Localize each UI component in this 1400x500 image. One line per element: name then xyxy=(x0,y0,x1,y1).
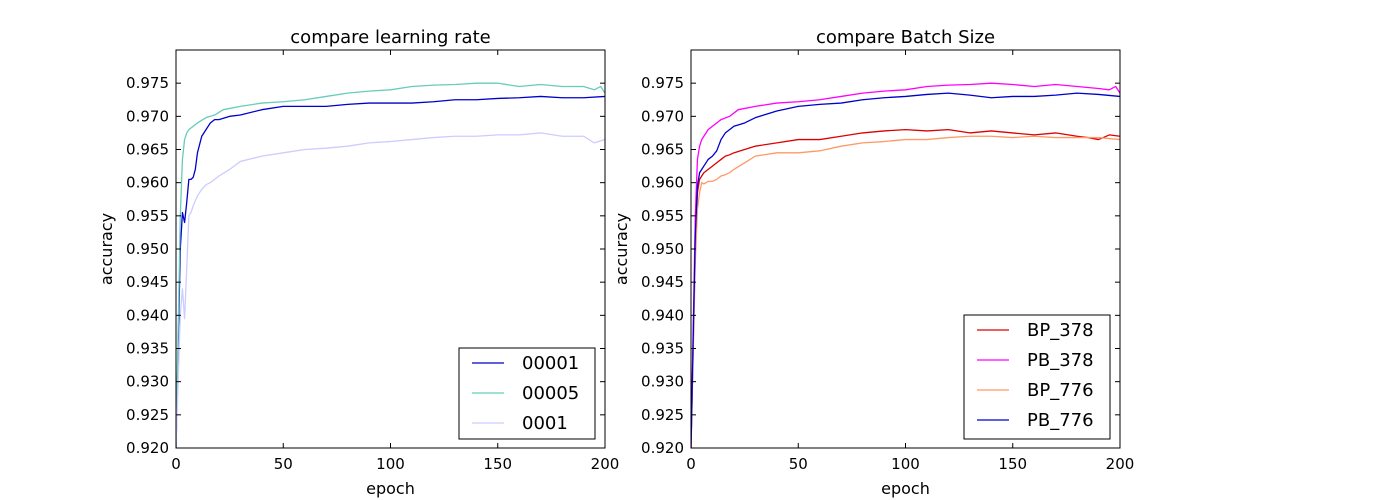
y-tick-label: 0.950 xyxy=(126,240,169,258)
x-tick-label: 100 xyxy=(376,455,405,473)
y-tick-label: 0.920 xyxy=(126,439,169,457)
y-tick-label: 0.920 xyxy=(641,439,684,457)
y-tick-label: 0.965 xyxy=(126,141,169,159)
x-tick-label: 150 xyxy=(483,455,512,473)
y-tick-label: 0.935 xyxy=(126,340,169,358)
y-tick-label: 0.960 xyxy=(641,174,684,192)
y-tick-label: 0.955 xyxy=(641,207,684,225)
series-line-00001 xyxy=(176,95,605,448)
x-tick-label: 100 xyxy=(891,455,920,473)
series-lines xyxy=(691,82,1120,448)
series-line-BP_378 xyxy=(691,128,1120,448)
legend-label: 00005 xyxy=(522,383,579,404)
x-tick-label: 0 xyxy=(686,455,696,473)
chart-panel-2: 0.920 0.925 0.930 0.935 0.940 0.945 0.950 0.955… xyxy=(612,27,1134,498)
legend-label: BP_378 xyxy=(1027,320,1094,341)
chart-title: compare learning rate xyxy=(290,27,490,48)
y-tick-label: 0.925 xyxy=(126,406,169,424)
y-tick-label: 0.930 xyxy=(641,373,684,391)
chart-title: compare Batch Size xyxy=(816,27,995,48)
legend-label: PB_378 xyxy=(1027,350,1094,371)
series-line-BP_776 xyxy=(691,135,1120,448)
y-tick-label: 0.945 xyxy=(126,273,169,291)
y-tick-label: 0.975 xyxy=(126,74,169,92)
x-tick-label: 200 xyxy=(1106,455,1135,473)
y-axis-label: accuracy xyxy=(612,213,631,285)
x-tick-label: 50 xyxy=(274,455,293,473)
series-line-0001 xyxy=(176,132,605,448)
x-tick-label: 200 xyxy=(591,455,620,473)
legend-label: 00001 xyxy=(522,353,579,374)
y-tick-label: 0.950 xyxy=(641,240,684,258)
y-tick-label: 0.935 xyxy=(641,340,684,358)
x-axis-label: epoch xyxy=(881,479,930,498)
legend: BP_378 PB_378 BP_776 PB_776 xyxy=(963,314,1111,440)
legend-label: BP_776 xyxy=(1027,380,1094,401)
y-tick-label: 0.960 xyxy=(126,174,169,192)
legend-label: 0001 xyxy=(522,413,568,434)
y-tick-label: 0.955 xyxy=(126,207,169,225)
y-tick-label: 0.930 xyxy=(126,373,169,391)
chart-panel-1: 0.920 0.925 0.930 0.935 0.940 0.945 0.950 0.955… xyxy=(97,27,619,498)
y-tick-label: 0.965 xyxy=(641,141,684,159)
y-tick-label: 0.940 xyxy=(126,306,169,324)
series-lines xyxy=(176,82,605,448)
y-tick-label: 0.970 xyxy=(126,107,169,125)
series-line-PB_378 xyxy=(691,82,1120,448)
legend-label: PB_776 xyxy=(1027,410,1094,431)
y-tick-label: 0.925 xyxy=(641,406,684,424)
y-axis-label: accuracy xyxy=(97,213,116,285)
x-tick-label: 0 xyxy=(171,455,181,473)
y-tick-label: 0.945 xyxy=(641,273,684,291)
x-tick-label: 50 xyxy=(789,455,808,473)
x-axis-label: epoch xyxy=(366,479,415,498)
y-tick-label: 0.975 xyxy=(641,74,684,92)
legend: 00001 00005 0001 xyxy=(458,347,596,440)
y-tick-label: 0.940 xyxy=(641,306,684,324)
legend-box xyxy=(963,314,1111,440)
series-line-00005 xyxy=(176,82,605,448)
y-tick-label: 0.970 xyxy=(641,107,684,125)
series-line-PB_776 xyxy=(691,92,1120,448)
x-tick-label: 150 xyxy=(998,455,1027,473)
